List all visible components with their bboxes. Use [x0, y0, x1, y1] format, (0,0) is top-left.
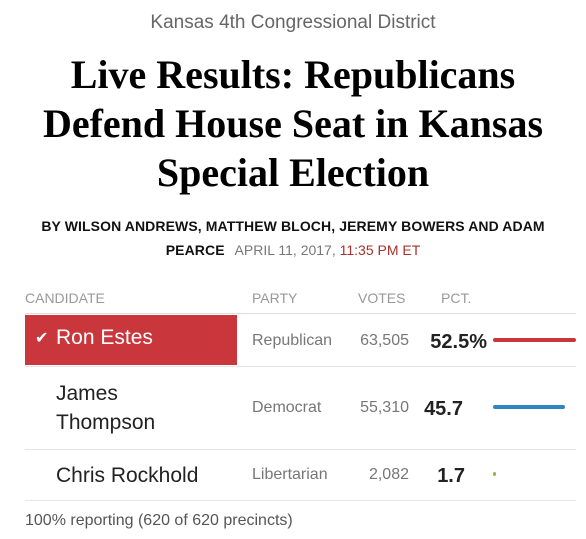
candidate-name: Ron Estes: [56, 326, 153, 349]
winner-cell: ✔ Ron Estes: [25, 315, 237, 365]
checkmark-icon: ✔: [35, 328, 49, 347]
column-header-pct: PCT.: [441, 290, 472, 306]
row-divider: [25, 449, 576, 450]
table-row: James Thompson Democrat 55,310 45.7: [25, 367, 576, 449]
candidate-party: Republican: [252, 332, 333, 349]
row-divider: [25, 366, 576, 367]
candidate-pct: 52.5%: [430, 331, 487, 353]
byline-authors: BY WILSON ANDREWS, MATTHEW BLOCH, JEREMY…: [41, 218, 545, 258]
candidate-name: James Thompson: [56, 382, 156, 434]
table-row: ✔ Ron Estes Republican 63,505 52.5%: [25, 315, 576, 366]
candidate-pct: 45.7: [424, 398, 463, 420]
candidate-party: Libertarian: [252, 466, 328, 483]
candidate-pct: 1.7: [437, 465, 465, 487]
vote-share-bar: [493, 338, 576, 342]
candidate-name: Chris Rockhold: [56, 464, 199, 487]
byline-time: 11:35 PM ET: [339, 242, 421, 258]
byline-date: APRIL 11, 2017,: [234, 242, 336, 258]
kicker[interactable]: Kansas 4th Congressional District: [150, 12, 436, 33]
vote-share-bar: [493, 405, 566, 409]
candidate-votes: 55,310: [360, 399, 409, 416]
column-header-party: PARTY: [252, 290, 298, 306]
header-divider: [25, 313, 576, 314]
row-divider: [25, 500, 576, 501]
candidate-votes: 63,505: [360, 332, 409, 349]
column-header-candidate: CANDIDATE: [25, 290, 105, 306]
vote-share-bar: [493, 472, 496, 476]
reporting-status: 100% reporting (620 of 620 precincts): [25, 512, 293, 529]
candidate-party: Democrat: [252, 399, 322, 416]
byline: BY WILSON ANDREWS, MATTHEW BLOCH, JEREMY…: [20, 214, 566, 262]
table-row: Chris Rockhold Libertarian 2,082 1.7: [25, 450, 576, 500]
headline: Live Results: Republicans Defend House S…: [42, 52, 544, 195]
column-header-votes: VOTES: [358, 290, 406, 306]
candidate-votes: 2,082: [368, 466, 409, 483]
